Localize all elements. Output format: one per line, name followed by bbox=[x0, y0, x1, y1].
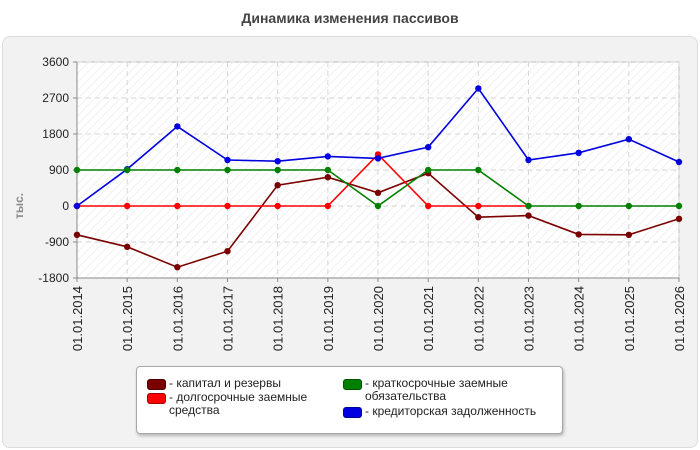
data-point bbox=[525, 156, 532, 164]
x-tick-label: 01.01.2019 bbox=[321, 286, 336, 351]
data-point bbox=[174, 123, 181, 130]
series-2 bbox=[73, 166, 683, 210]
x-tick-label: 01.01.2014 bbox=[70, 286, 85, 351]
legend-label-short-term: - краткосрочные заемные обязательства bbox=[365, 376, 508, 403]
y-tick-layer: 3600 2700 1800 900 0 -900 -1800 bbox=[38, 55, 69, 285]
data-point bbox=[274, 158, 281, 165]
y-tick-label: -1800 bbox=[38, 271, 69, 285]
data-point bbox=[675, 215, 683, 222]
data-point bbox=[123, 166, 131, 174]
legend: - капитал и резервы - долгосрочные заемн… bbox=[136, 366, 563, 434]
data-point bbox=[575, 149, 582, 156]
data-point bbox=[374, 189, 382, 196]
data-point bbox=[475, 214, 482, 221]
x-tick-layer: 01.01.2014 01.01.2015 01.01.2016 01.01.2017… bbox=[70, 286, 687, 351]
data-point bbox=[525, 212, 532, 219]
legend-item-short-term: - краткосрочные заемные обязательства bbox=[343, 377, 553, 403]
data-point bbox=[475, 166, 482, 174]
data-point bbox=[374, 155, 382, 162]
series-layer bbox=[73, 85, 683, 271]
data-point bbox=[174, 264, 181, 271]
x-tick-label: 01.01.2016 bbox=[170, 286, 185, 351]
x-tick-label: 01.01.2026 bbox=[672, 286, 687, 351]
data-point bbox=[525, 202, 532, 210]
data-point bbox=[424, 166, 432, 174]
x-tick-label: 01.01.2022 bbox=[471, 286, 486, 351]
data-point bbox=[625, 231, 633, 238]
data-point bbox=[224, 248, 231, 255]
y-tick-label: 0 bbox=[62, 199, 69, 213]
data-point bbox=[123, 243, 131, 250]
data-point bbox=[374, 202, 382, 210]
legend-swatch-long-term bbox=[147, 393, 166, 404]
y-tick-label: 900 bbox=[49, 163, 69, 177]
series-0 bbox=[73, 170, 683, 271]
x-tick-label: 01.01.2015 bbox=[120, 286, 135, 351]
data-point bbox=[274, 166, 281, 174]
y-tick-label: 3600 bbox=[42, 55, 69, 69]
series-3 bbox=[73, 85, 683, 210]
legend-label-capital: - капитал и резервы bbox=[169, 376, 281, 390]
data-point bbox=[424, 202, 432, 210]
x-tick-label: 01.01.2021 bbox=[421, 286, 436, 351]
data-point bbox=[224, 156, 231, 164]
y-tick-label: 2700 bbox=[42, 91, 69, 105]
chart-title: Динамика изменения пассивов bbox=[241, 10, 459, 26]
y-axis-label: тыс. bbox=[12, 192, 26, 219]
legend-item-payables: - кредиторская задолженность bbox=[343, 405, 558, 418]
data-point bbox=[475, 85, 482, 92]
x-tick-label: 01.01.2024 bbox=[572, 286, 587, 351]
data-point bbox=[224, 202, 231, 210]
data-point bbox=[575, 202, 582, 210]
legend-swatch-payables bbox=[343, 407, 362, 418]
data-point bbox=[73, 166, 81, 174]
x-tick-label: 01.01.2025 bbox=[622, 286, 637, 351]
data-point bbox=[224, 166, 231, 174]
x-tick-label: 01.01.2017 bbox=[221, 286, 236, 351]
x-tick-label: 01.01.2023 bbox=[522, 286, 537, 351]
legend-swatch-capital bbox=[147, 379, 166, 390]
y-tick-label: 1800 bbox=[42, 127, 69, 141]
data-point bbox=[324, 153, 332, 160]
data-point bbox=[274, 182, 281, 189]
legend-item-capital: - капитал и резервы bbox=[147, 377, 337, 390]
data-point bbox=[123, 202, 131, 210]
y-tick-label: -900 bbox=[45, 235, 69, 249]
data-point bbox=[324, 174, 332, 181]
legend-item-long-term: - долгосрочные заемные средства bbox=[147, 391, 337, 417]
data-point bbox=[324, 166, 332, 174]
legend-swatch-short-term bbox=[343, 379, 362, 390]
series-line bbox=[77, 153, 529, 207]
legend-label-long-term: - долгосрочные заемные средства bbox=[169, 390, 308, 417]
x-tick-label: 01.01.2018 bbox=[271, 286, 286, 351]
data-point bbox=[575, 231, 582, 238]
data-point bbox=[324, 202, 332, 210]
data-point bbox=[475, 202, 482, 210]
data-point bbox=[675, 202, 683, 210]
data-point bbox=[625, 202, 633, 210]
x-tick-label: 01.01.2020 bbox=[371, 286, 386, 351]
data-point bbox=[675, 158, 683, 166]
data-point bbox=[73, 231, 81, 238]
legend-label-payables: - кредиторская задолженность bbox=[365, 404, 537, 418]
data-point bbox=[625, 136, 633, 143]
data-point bbox=[174, 202, 181, 210]
data-point bbox=[73, 202, 81, 210]
chart-panel: 3600 2700 1800 900 0 -900 -1800 01.01.2014 01.0… bbox=[2, 36, 698, 448]
data-point bbox=[424, 144, 432, 151]
data-point bbox=[174, 166, 181, 174]
data-point bbox=[274, 202, 281, 210]
